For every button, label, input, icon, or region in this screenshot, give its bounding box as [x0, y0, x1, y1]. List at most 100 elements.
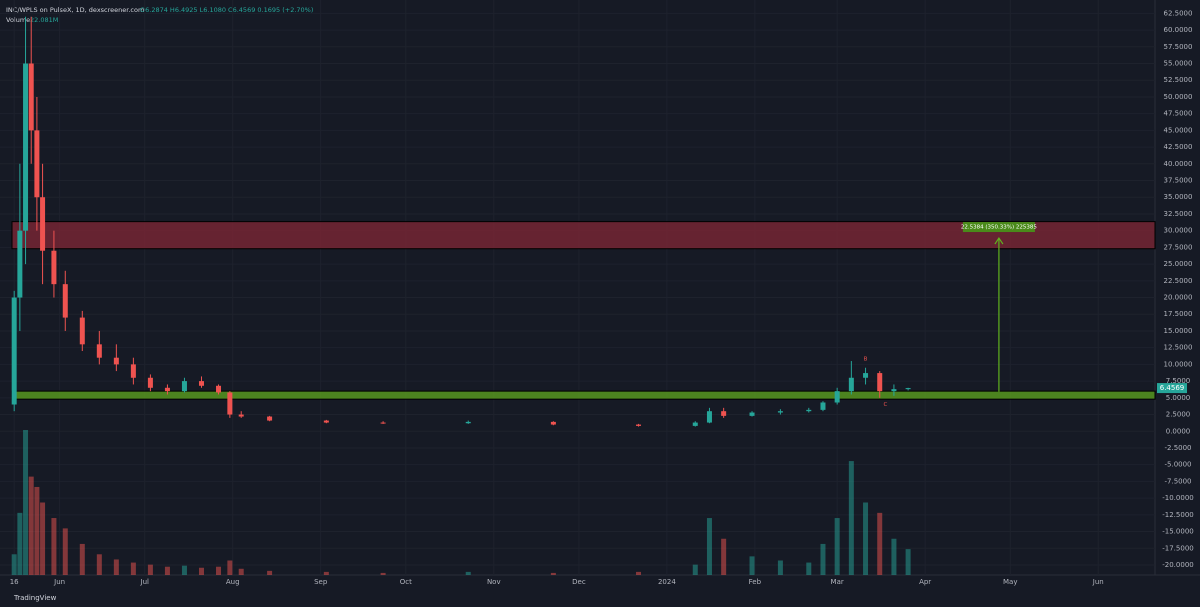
volume-bar: [863, 502, 869, 575]
volume-bar: [834, 518, 840, 575]
candle-body: [636, 424, 642, 426]
x-tick-label: 16: [10, 578, 19, 586]
price-tag: [1157, 383, 1187, 394]
y-tick-label: 25.0000: [1164, 260, 1193, 268]
candle-body: [777, 411, 783, 413]
volume-bar: [636, 571, 642, 575]
y-tick-label: 27.5000: [1164, 243, 1193, 251]
y-tick-label: 47.5000: [1164, 110, 1193, 118]
x-tick-label: Oct: [400, 578, 412, 586]
volume-bar: [692, 564, 698, 575]
candle-body: [40, 197, 46, 251]
arrow-head: [994, 236, 1004, 245]
x-tick-label: Sep: [314, 578, 328, 586]
volume-bar: [23, 430, 29, 575]
candle-body: [62, 284, 68, 318]
volume-bar: [198, 567, 204, 575]
candle-body: [267, 416, 273, 421]
candle-body: [706, 411, 712, 423]
volume-bar: [848, 461, 854, 575]
y-tick-label: 20.0000: [1164, 294, 1193, 302]
y-tick-label: 5.0000: [1166, 394, 1191, 402]
y-tick-label: 45.0000: [1164, 126, 1193, 134]
volume-bar: [465, 571, 471, 575]
volume-bar: [113, 559, 119, 575]
candle-body: [130, 364, 136, 378]
wave-label: C: [883, 402, 887, 408]
ohlc: O6.2874 H6.4925 L6.1080 C6.4569 0.1695 (…: [140, 6, 313, 14]
y-tick-label: 10.0000: [1164, 360, 1193, 368]
candle-body: [721, 411, 727, 416]
y-tick-label: -10.0000: [1162, 494, 1193, 502]
candle-body: [905, 388, 911, 390]
price-tag-label: 6.4569: [1160, 384, 1185, 392]
x-tick-label: Nov: [487, 578, 501, 586]
volume-bar: [891, 538, 897, 575]
volume-bar: [164, 566, 170, 575]
x-tick-label: Feb: [749, 578, 762, 586]
volume-bar: [267, 570, 273, 575]
volume-value: 22.081M: [30, 16, 58, 24]
volume-bar: [820, 543, 826, 575]
candle-body: [164, 387, 170, 392]
candle-body: [96, 344, 102, 358]
candle-body: [692, 422, 698, 426]
y-tick-label: -7.5000: [1164, 477, 1191, 485]
candle-body: [11, 297, 17, 405]
volume-bar: [147, 564, 153, 575]
volume-bar: [181, 565, 187, 575]
volume-bar: [96, 554, 102, 575]
y-tick-label: 32.5000: [1164, 210, 1193, 218]
y-tick-label: 42.5000: [1164, 143, 1193, 151]
volume-bar: [40, 502, 46, 575]
candle-body: [877, 373, 883, 392]
volume-bar: [62, 528, 68, 575]
candle-body: [806, 409, 812, 412]
candle-body: [113, 357, 119, 365]
x-tick-label: Apr: [919, 578, 931, 586]
y-tick-label: 22.5000: [1164, 277, 1193, 285]
candle-body: [891, 389, 897, 392]
candle-body: [198, 381, 204, 386]
candle-body: [51, 250, 57, 285]
brand: TradingView: [13, 594, 57, 602]
candle-body: [181, 381, 187, 392]
candle-body: [380, 422, 386, 424]
y-tick-label: -2.5000: [1164, 444, 1191, 452]
candle-body: [863, 373, 869, 378]
volume-bar: [806, 562, 812, 575]
candle-body: [216, 385, 222, 393]
y-tick-label: 52.5000: [1164, 76, 1193, 84]
y-tick-label: 0.0000: [1166, 427, 1191, 435]
y-tick-label: 57.5000: [1164, 43, 1193, 51]
candle-body: [848, 377, 854, 392]
y-tick-label: 12.5000: [1164, 344, 1193, 352]
volume-bar: [51, 518, 57, 575]
wave-label: B: [864, 357, 868, 363]
volume-bar: [28, 476, 34, 575]
volume-bar: [34, 486, 40, 575]
y-tick-label: -15.0000: [1162, 528, 1193, 536]
x-tick-label: 2024: [658, 578, 676, 586]
candle-body: [23, 63, 29, 231]
volume-bar: [550, 572, 556, 575]
candle-body: [28, 63, 34, 131]
volume-bar: [79, 543, 85, 575]
volume-bar: [216, 566, 222, 575]
candle-body: [323, 420, 329, 423]
volume-label: Volume: [6, 16, 30, 24]
candle-body: [238, 414, 244, 417]
candle-body: [17, 230, 23, 298]
candle-body: [749, 412, 755, 416]
x-tick-label: Jun: [53, 578, 65, 586]
volume-bar: [749, 556, 755, 575]
candle-body: [34, 130, 40, 198]
y-tick-label: -17.5000: [1162, 544, 1193, 552]
y-tick-label: 35.0000: [1164, 193, 1193, 201]
volume-bar: [905, 549, 911, 575]
candle-body: [465, 421, 471, 424]
y-tick-label: -20.0000: [1162, 561, 1193, 569]
y-tick-label: 37.5000: [1164, 177, 1193, 185]
y-tick-label: -12.5000: [1162, 511, 1193, 519]
